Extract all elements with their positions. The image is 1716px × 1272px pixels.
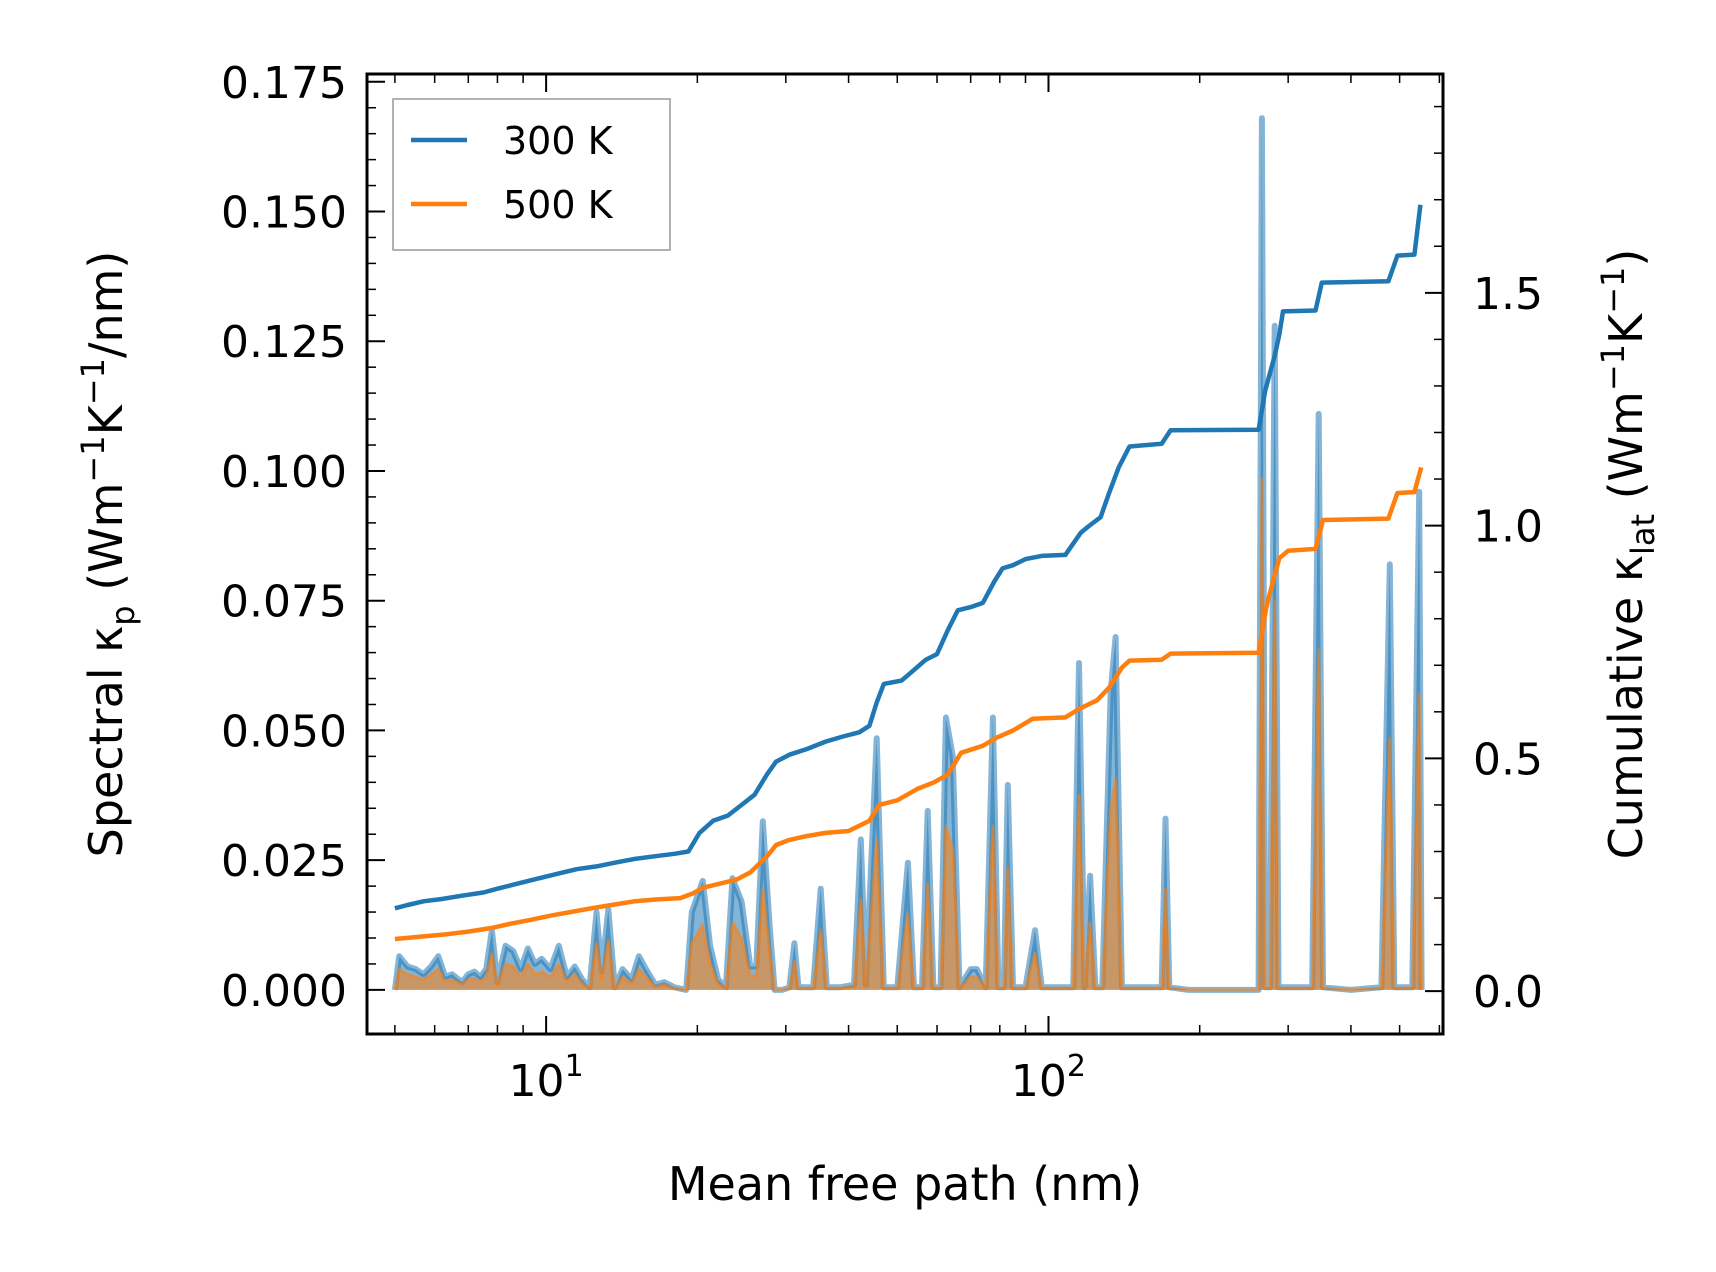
right-tick-label-0: 0.0 [1473, 967, 1543, 1018]
legend-frame [392, 98, 671, 251]
x-tick-label-exp: 1 [565, 1049, 584, 1084]
right-axis-title-sup2: −1 [1594, 267, 1632, 314]
left-axis-title-paren-b: K [79, 403, 133, 435]
left-tick-label-2: 0.050 [221, 706, 347, 757]
left-axis-title-sup2: −1 [74, 358, 112, 405]
x-tick-label-1: 102 [1011, 1049, 1086, 1107]
legend-label-500k: 500 K [503, 183, 614, 227]
left-tick-label-5: 0.125 [221, 317, 347, 368]
left-axis-title-paren-c: /nm) [79, 251, 133, 358]
ticks-layer: 0.000 0.025 0.050 0.075 0.100 0.125 0.150 0.175… [221, 58, 1543, 1107]
x-tick-label-0: 101 [509, 1049, 584, 1107]
left-axis-title-main: Spectral κ [79, 626, 133, 858]
left-tick-label-4: 0.100 [221, 447, 347, 498]
right-tick-label-2: 1.0 [1473, 502, 1543, 553]
cumulative-layer [394, 204, 1424, 942]
left-axis-title-sub: p [104, 605, 142, 625]
right-tick-label-1: 0.5 [1473, 734, 1543, 785]
left-tick-label-1: 0.025 [221, 836, 347, 887]
left-axis-title-sup1: −1 [74, 435, 112, 482]
spectral-layer [391, 115, 1425, 993]
right-axis-title-paren-a: (Wm [1599, 391, 1653, 514]
right-tick-label-3: 1.5 [1473, 269, 1543, 320]
left-axis-title-paren-a: (Wm [79, 483, 133, 606]
500-k-spectral-area [394, 478, 1422, 990]
left-tick-label-7: 0.175 [221, 58, 347, 109]
x-tick-label-exp: 2 [1067, 1049, 1086, 1084]
plot-frame [365, 72, 1445, 1036]
x-axis-title: Mean free path (nm) [668, 1157, 1142, 1211]
x-tick-label-base: 10 [1011, 1056, 1067, 1107]
left-tick-label-0: 0.000 [221, 966, 347, 1017]
x-tick-label-base: 10 [509, 1056, 565, 1107]
right-axis-title: Cumulative κlat (Wm−1K−1) [1594, 249, 1662, 860]
right-axis-title-sub: lat [1624, 514, 1662, 555]
500-k-spectral-outline [393, 477, 1424, 992]
right-axis-title-paren-b: K [1599, 312, 1653, 344]
right-axis-title-main: Cumulative κ [1599, 555, 1653, 859]
left-tick-label-6: 0.150 [221, 188, 347, 239]
right-axis-title-sup1: −1 [1594, 344, 1632, 391]
legend: 300 K 500 K [392, 98, 671, 251]
cumulative-line-500-k [394, 466, 1424, 942]
left-axis-title: Spectral κp (Wm−1K−1/nm) [74, 251, 142, 858]
cumulative-line-300-k [394, 204, 1423, 911]
left-tick-label-3: 0.075 [221, 577, 347, 628]
right-axis-title-paren-c: ) [1599, 249, 1653, 267]
legend-label-300k: 300 K [503, 119, 614, 163]
